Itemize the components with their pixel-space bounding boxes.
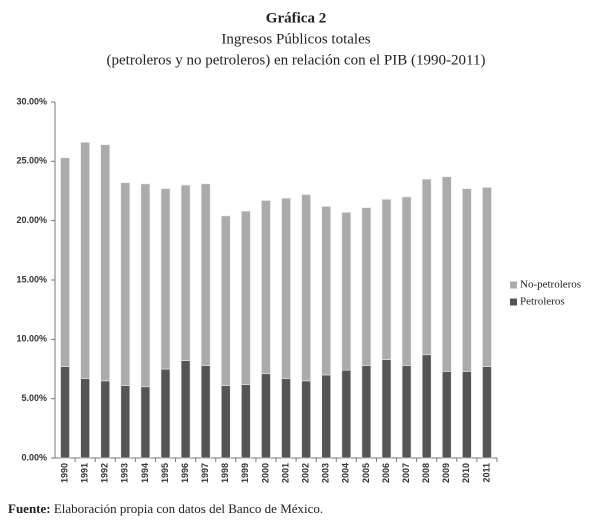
bar-segment	[381, 199, 392, 360]
bar-segment	[321, 206, 332, 376]
chart-title: Gráfica 2	[266, 10, 326, 26]
bar-segment	[381, 359, 392, 459]
x-tick-label: 2005	[361, 463, 371, 483]
bar-segment	[140, 386, 151, 459]
x-tick-label: 1993	[120, 463, 130, 483]
bar-segment	[180, 360, 191, 459]
chart-subtitle: (petroleros y no petroleros) en relación…	[107, 52, 486, 68]
footer: Fuente: Elaboración propia con datos del…	[8, 501, 323, 516]
x-tick-label: 1999	[240, 463, 250, 483]
bar-segment	[401, 365, 412, 459]
bar-segment	[261, 373, 271, 459]
x-tick-label: 1990	[59, 463, 69, 483]
x-tick-label: 2002	[301, 463, 311, 483]
x-tick-label: 1995	[160, 463, 170, 483]
bar-segment	[160, 188, 171, 370]
x-tick-label: 2000	[260, 463, 270, 483]
x-tick-label: 2001	[280, 463, 290, 483]
legend-label: Petroleros	[520, 296, 565, 308]
chart-subtitle: Ingresos Públicos totales	[221, 31, 370, 47]
bar-segment	[361, 207, 372, 366]
x-tick-label: 2011	[481, 463, 491, 483]
footer-label: Fuente:	[8, 501, 51, 516]
bar-segment	[462, 188, 472, 372]
bar-segment	[100, 380, 111, 459]
bar-segment	[261, 200, 271, 375]
bar-segment	[80, 378, 90, 459]
bar-segment	[341, 369, 352, 459]
footer-text: Elaboración propia con datos del Banco d…	[54, 501, 323, 516]
y-tick-label: 25.00%	[16, 156, 47, 166]
bar-segment	[80, 142, 90, 379]
x-tick-label: 2004	[341, 463, 351, 483]
legend-swatch	[510, 281, 517, 289]
y-tick-label: 0.00%	[21, 452, 47, 462]
x-tick-label: 2010	[461, 463, 471, 483]
bar-segment	[361, 365, 372, 459]
bar-segment	[441, 371, 452, 459]
bar-segment	[281, 197, 291, 379]
bar-segment	[341, 212, 352, 371]
bar-segment	[441, 176, 452, 372]
x-tick-label: 1996	[180, 463, 190, 483]
x-tick-label: 2008	[421, 463, 431, 483]
y-tick-label: 30.00%	[16, 96, 47, 106]
bar-segment	[482, 187, 492, 367]
bar-segment	[120, 385, 131, 459]
x-tick-label: 1997	[200, 463, 210, 483]
bar-segment	[200, 183, 211, 366]
bar-segment	[281, 378, 291, 459]
bar-segment	[241, 384, 251, 459]
bar-segment	[421, 178, 432, 356]
bar-segment	[462, 371, 472, 459]
legend-swatch	[510, 298, 517, 306]
y-tick-label: 10.00%	[16, 334, 47, 344]
x-tick-label: 2003	[321, 463, 331, 483]
bar-segment	[180, 184, 191, 361]
x-tick-label: 2007	[401, 463, 411, 483]
bar-segment	[100, 144, 111, 382]
bar-segment	[421, 354, 432, 459]
y-tick-label: 5.00%	[21, 393, 47, 403]
bar-segment	[60, 366, 70, 459]
y-tick-label: 15.00%	[16, 274, 47, 284]
bar-segment	[160, 368, 171, 459]
bar-segment	[220, 385, 231, 459]
bar-segment	[120, 182, 131, 386]
y-tick-label: 20.00%	[16, 215, 47, 225]
bar-segment	[482, 366, 492, 459]
bar-segment	[321, 374, 332, 459]
x-tick-label: 1998	[220, 463, 230, 483]
x-tick-label: 1994	[140, 463, 150, 483]
bar-segment	[301, 380, 311, 459]
bar-segment	[60, 157, 70, 367]
bar-segment	[401, 196, 412, 366]
x-tick-label: 1991	[80, 463, 90, 483]
bar-segment	[220, 215, 231, 386]
bar-segment	[301, 194, 311, 382]
bar-segment	[140, 183, 151, 388]
bar-segment	[241, 210, 251, 385]
x-tick-label: 2009	[441, 463, 451, 483]
bar-segment	[200, 365, 211, 459]
legend-label: No-petroleros	[520, 279, 581, 291]
x-tick-label: 1992	[100, 463, 110, 483]
x-tick-label: 2006	[381, 463, 391, 483]
